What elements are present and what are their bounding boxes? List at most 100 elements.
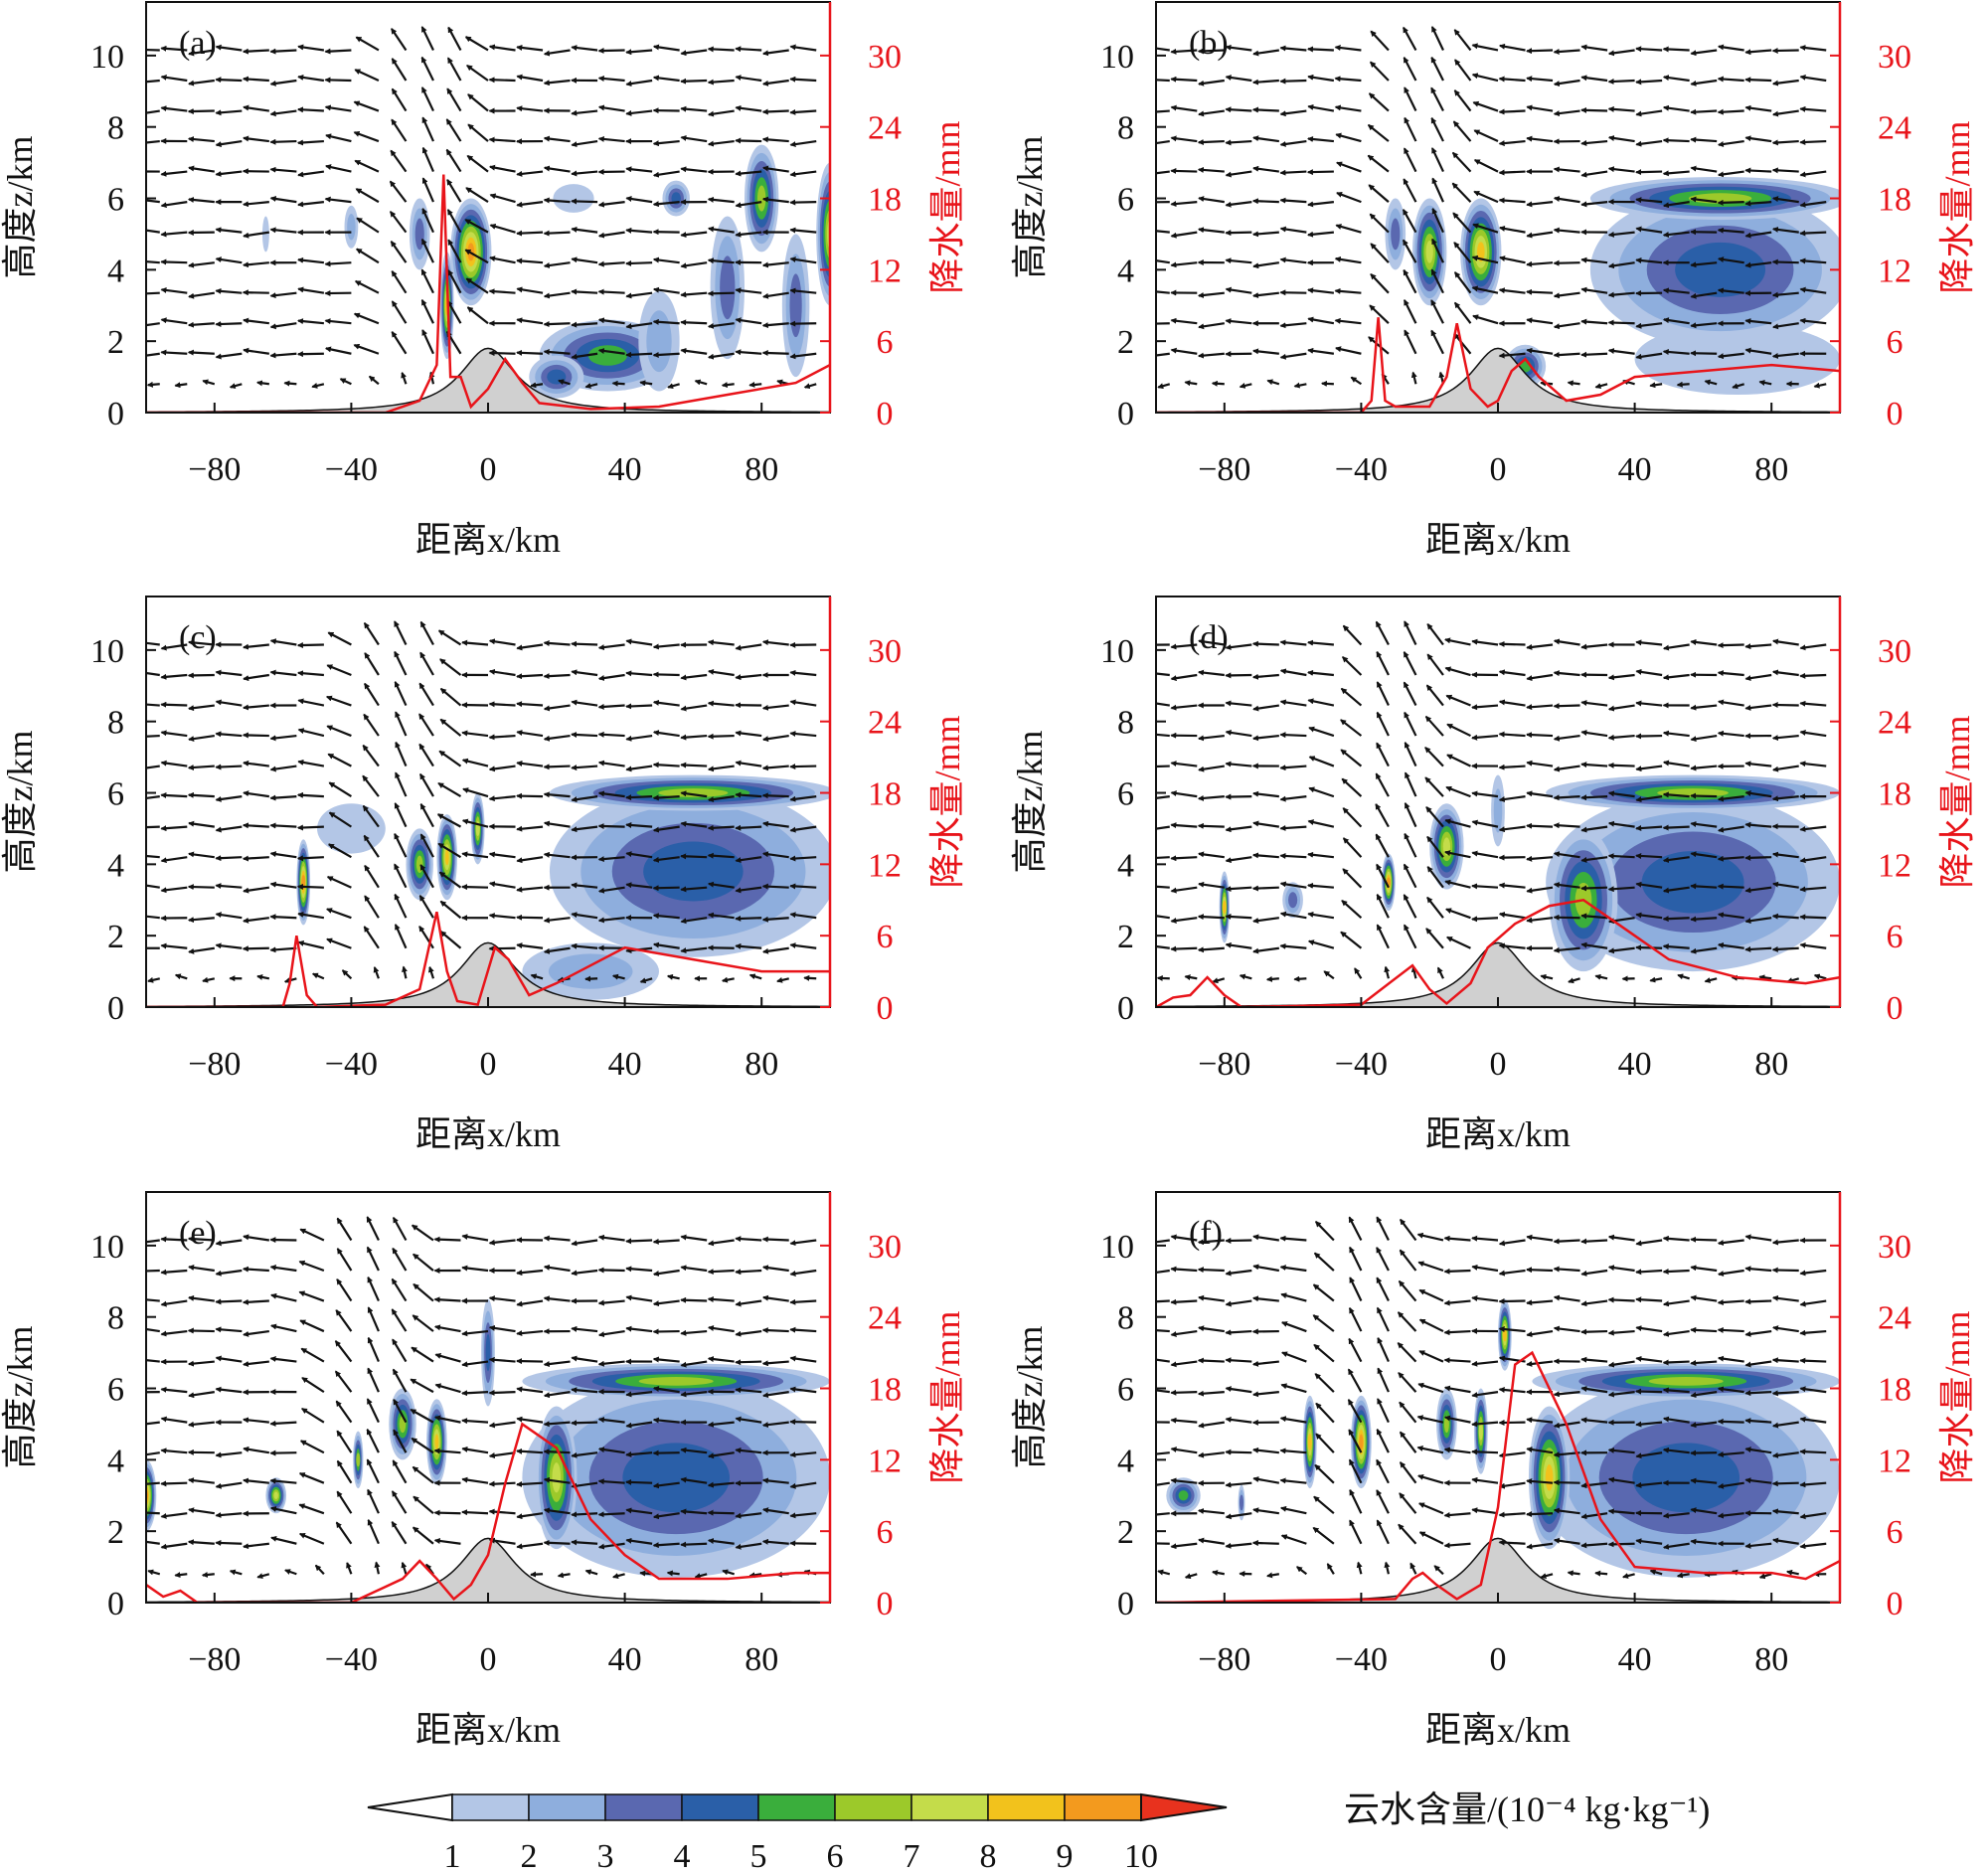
wind-vector	[1677, 973, 1690, 980]
wind-vector	[1717, 287, 1744, 294]
wind-vector	[395, 711, 408, 737]
wind-vector	[1251, 673, 1279, 680]
wind-vector	[1376, 1489, 1390, 1514]
wind-vector	[1732, 383, 1744, 390]
wind-vector	[761, 1265, 789, 1273]
wind-vector	[1744, 854, 1772, 861]
wind-vector	[789, 731, 817, 738]
right-y-tick-label: 6	[877, 324, 894, 361]
wind-vector	[1635, 109, 1663, 117]
wind-vector	[1369, 61, 1390, 82]
wind-vector	[327, 753, 352, 767]
wind-vector	[1308, 786, 1335, 798]
plot-area	[146, 1216, 830, 1603]
wind-vector	[1771, 1421, 1799, 1429]
wind-vector	[391, 58, 408, 82]
wind-vector	[1526, 1329, 1554, 1338]
wind-vector	[707, 1451, 735, 1459]
wind-vector	[410, 1408, 434, 1424]
wind-vector	[597, 1511, 625, 1518]
wind-vector	[1498, 1297, 1526, 1304]
wind-vector	[1471, 73, 1499, 83]
panel-a: (a)−80 −40 0 40 8002468100612182430距离x/km高度z…	[0, 1, 967, 560]
wind-vector	[1662, 1268, 1690, 1275]
wind-vector	[625, 851, 653, 859]
wind-vector	[488, 77, 516, 84]
wind-vector	[680, 347, 708, 355]
wind-vector	[1197, 291, 1225, 298]
wind-vector	[1376, 681, 1390, 707]
wind-vector	[392, 1459, 408, 1484]
wind-vector	[1553, 79, 1580, 87]
right-y-tick-label: 0	[877, 1586, 894, 1622]
colorbar-swatch-6	[834, 1793, 912, 1821]
wind-vector	[1252, 1476, 1280, 1484]
cloud-contour-level-6	[638, 1376, 714, 1386]
wind-vector	[389, 211, 408, 234]
wind-vector	[1326, 1563, 1335, 1575]
cloud-contour-level-3	[720, 256, 736, 320]
wind-vector	[215, 1269, 243, 1277]
wind-vector	[488, 851, 516, 859]
wind-vector	[489, 193, 516, 204]
panel-label: (f)	[1189, 1215, 1223, 1252]
wind-vector	[401, 371, 408, 385]
x-tick-label: 80	[1754, 451, 1788, 488]
wind-vector	[707, 1239, 735, 1247]
colorbar-swatch-8	[987, 1793, 1066, 1821]
wind-vector	[1375, 833, 1390, 858]
wind-vector	[326, 876, 352, 889]
wind-vector	[297, 759, 325, 767]
wind-vector	[296, 824, 324, 831]
wind-vector	[597, 917, 625, 924]
wind-vector	[1553, 227, 1580, 234]
wind-vector	[571, 109, 598, 116]
wind-vector	[1744, 261, 1772, 268]
wind-vector	[1471, 883, 1499, 890]
wind-vector	[1526, 886, 1554, 894]
wind-vector	[394, 863, 408, 889]
wind-vector	[394, 650, 408, 676]
wind-vector	[1404, 832, 1417, 858]
wind-vector	[269, 196, 297, 204]
cloud-water-cell	[1460, 198, 1502, 306]
wind-vector	[571, 352, 598, 360]
wind-vector	[1498, 108, 1526, 115]
wind-vector	[1279, 109, 1307, 117]
wind-vector	[543, 851, 571, 859]
cloud-contour-level-6	[658, 788, 729, 797]
wind-vector	[1498, 640, 1526, 647]
cloud-water-cell	[638, 290, 680, 392]
wind-vector	[1690, 49, 1718, 57]
wind-vector	[707, 1356, 735, 1363]
wind-vector	[1307, 231, 1334, 238]
y-tick-label: 0	[107, 396, 124, 432]
wind-vector	[789, 1451, 817, 1458]
wind-vector	[461, 1446, 489, 1454]
wind-vector	[325, 695, 352, 707]
wind-vector	[1252, 1507, 1279, 1515]
wind-vector	[543, 261, 571, 268]
wind-vector	[543, 704, 571, 712]
wind-vector	[516, 856, 544, 864]
wind-vector	[652, 699, 680, 707]
wind-vector	[391, 1490, 408, 1514]
wind-vector	[1280, 1292, 1307, 1302]
wind-vector	[1251, 734, 1279, 742]
wind-vector	[1443, 1542, 1471, 1549]
cloud-contour-level-4	[622, 1443, 731, 1513]
wind-vector	[421, 208, 434, 234]
wind-vector	[1607, 853, 1635, 860]
wind-vector	[1384, 965, 1391, 979]
wind-vector	[1473, 129, 1499, 143]
y-tick-label: 6	[107, 776, 124, 813]
wind-vector	[215, 109, 243, 116]
wind-vector	[762, 1391, 789, 1399]
wind-vector	[1416, 1232, 1444, 1242]
wind-vector	[445, 118, 462, 142]
cloud-contour-level-7	[1425, 241, 1433, 263]
wind-vector	[366, 1246, 380, 1272]
wind-vector	[1799, 700, 1827, 707]
wind-vector	[571, 1420, 598, 1427]
cloud-water-cell	[1282, 882, 1303, 919]
